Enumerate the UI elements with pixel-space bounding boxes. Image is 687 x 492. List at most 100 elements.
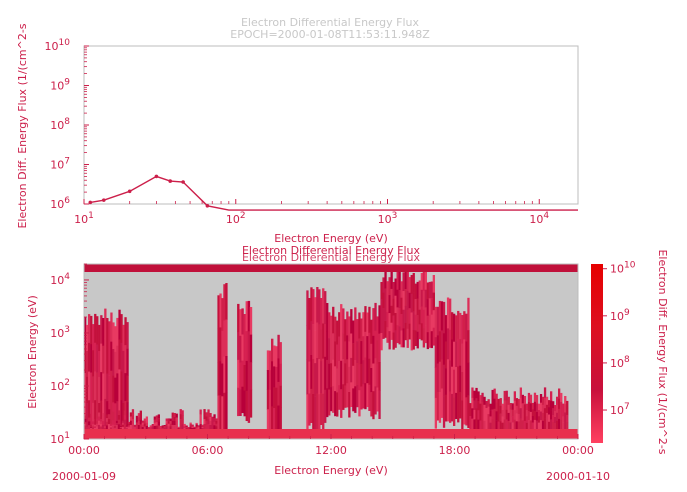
spectrogram-cell (102, 373, 105, 402)
series-point (127, 189, 132, 194)
spectrogram-cell (467, 395, 470, 428)
spectrogram-cell (428, 281, 431, 299)
spectrogram-cell (509, 403, 512, 410)
spectrogram-cell (556, 420, 559, 430)
spectrogram-cell (356, 385, 359, 408)
spectrogram-cell (374, 358, 377, 387)
spectrogram-cell (370, 392, 373, 417)
spectrogram-cell (428, 331, 431, 348)
spectrogram-cell (107, 424, 111, 430)
spectrogram-cell (167, 421, 170, 424)
spectrogram-cell (501, 422, 504, 430)
spectrogram-cell (344, 385, 347, 408)
spectrogram-cell (139, 419, 142, 425)
spectrogram-cell (503, 390, 506, 401)
spectrogram-cell (515, 421, 518, 430)
spectrogram-cell (539, 402, 543, 412)
spectrogram-cell (487, 406, 490, 415)
spectrogram-cell (334, 366, 337, 392)
spectrogram-cell (436, 363, 440, 393)
spectrogram-cell (440, 388, 444, 418)
spectrogram-cell (380, 299, 383, 317)
spectrogram-cell (163, 427, 166, 429)
spectrogram-cell (396, 272, 399, 290)
spectrogram-cell (426, 315, 429, 333)
spectrogram-cell (440, 359, 444, 389)
spectrogram-cell (275, 346, 278, 368)
spectrogram-cell (114, 326, 117, 353)
spectrogram-cell (223, 320, 226, 357)
spectrogram-cell (378, 390, 381, 419)
spectrogram-cell (273, 408, 276, 430)
spectrogram-cell (384, 304, 387, 322)
spectrogram-cell (203, 414, 206, 420)
spectrogram-cell (173, 425, 176, 430)
spectrogram-cell (382, 277, 385, 293)
spectrogram-cell (320, 329, 323, 362)
spectrogram-cell (400, 314, 403, 331)
spectrogram-cell (97, 412, 101, 417)
spectrogram-cell (430, 314, 433, 332)
x-tick-label: 102 (226, 211, 246, 226)
spectrogram-cell (95, 418, 99, 422)
spectrogram-cell (189, 422, 192, 425)
spectrogram-cell (366, 312, 369, 337)
spectrogram-cell (507, 420, 510, 430)
spectrogram-cell (324, 324, 327, 358)
spectrogram-cell (86, 427, 89, 429)
spectrogram-cell (120, 314, 123, 344)
spectrogram-title: Electron Differential Energy Flux (242, 244, 421, 257)
spectrogram-cell (386, 296, 389, 313)
spectrogram-cell (175, 413, 178, 418)
spectrogram-cell (187, 427, 190, 429)
spectrogram-cell (552, 415, 555, 423)
spectrogram-cell (113, 426, 117, 428)
spectrogram-cell (465, 313, 468, 342)
spectrogram-cell (340, 389, 343, 418)
spectrogram-cell (106, 318, 109, 347)
spectrogram-cell (362, 336, 365, 361)
spectrogram-cell (481, 419, 484, 430)
spectrogram-cell (209, 413, 212, 418)
spectrogram-cell (507, 412, 510, 422)
spectrogram-cell (225, 319, 228, 357)
spectrogram-cell (84, 373, 87, 402)
spectrogram-cell (112, 322, 115, 350)
spectrogram-cell (350, 357, 353, 383)
spectrogram-cell (205, 416, 208, 421)
spectrogram-cell (149, 426, 152, 428)
spectrogram-cell (94, 428, 97, 430)
spectrogram-cell (241, 360, 244, 387)
spectrogram-cell (98, 350, 101, 378)
spectrogram-cell (124, 317, 127, 346)
spectrogram-cell (346, 383, 349, 408)
series-point (168, 179, 173, 183)
spectrogram-cell (141, 424, 144, 428)
spectrogram-cell (105, 421, 109, 426)
spectrogram-cell (529, 394, 533, 404)
spectrogram-cell (497, 406, 500, 415)
spectrogram-cell (481, 410, 484, 421)
spectrogram-cell (362, 360, 365, 385)
spectrogram-cell (554, 423, 557, 430)
spectrogram-cell (446, 297, 450, 329)
spectrogram-cell (420, 306, 423, 324)
spectrogram-cell (543, 418, 547, 430)
spectrogram-cell (175, 425, 178, 430)
spectrogram-cell (135, 419, 139, 423)
spectrogram-cell (96, 344, 99, 373)
spectrogram-x-tick-date: 2000-01-10 (546, 470, 610, 483)
spectrogram-cell (112, 349, 115, 376)
spectrogram-cell (434, 397, 437, 429)
spectrogram-cell (120, 342, 123, 372)
spectrogram-cell (517, 413, 520, 422)
spectrogram-cell (426, 299, 429, 316)
spectrogram-cell (560, 420, 563, 430)
spectrogram-cell (117, 410, 121, 416)
spectrogram-cell (548, 414, 551, 423)
spectrogram-cell (424, 325, 427, 344)
spectrogram-cell (469, 409, 472, 417)
spectrogram-cell (92, 421, 95, 425)
spectrogram-cell (139, 410, 142, 416)
spectrogram-cell (277, 405, 280, 430)
